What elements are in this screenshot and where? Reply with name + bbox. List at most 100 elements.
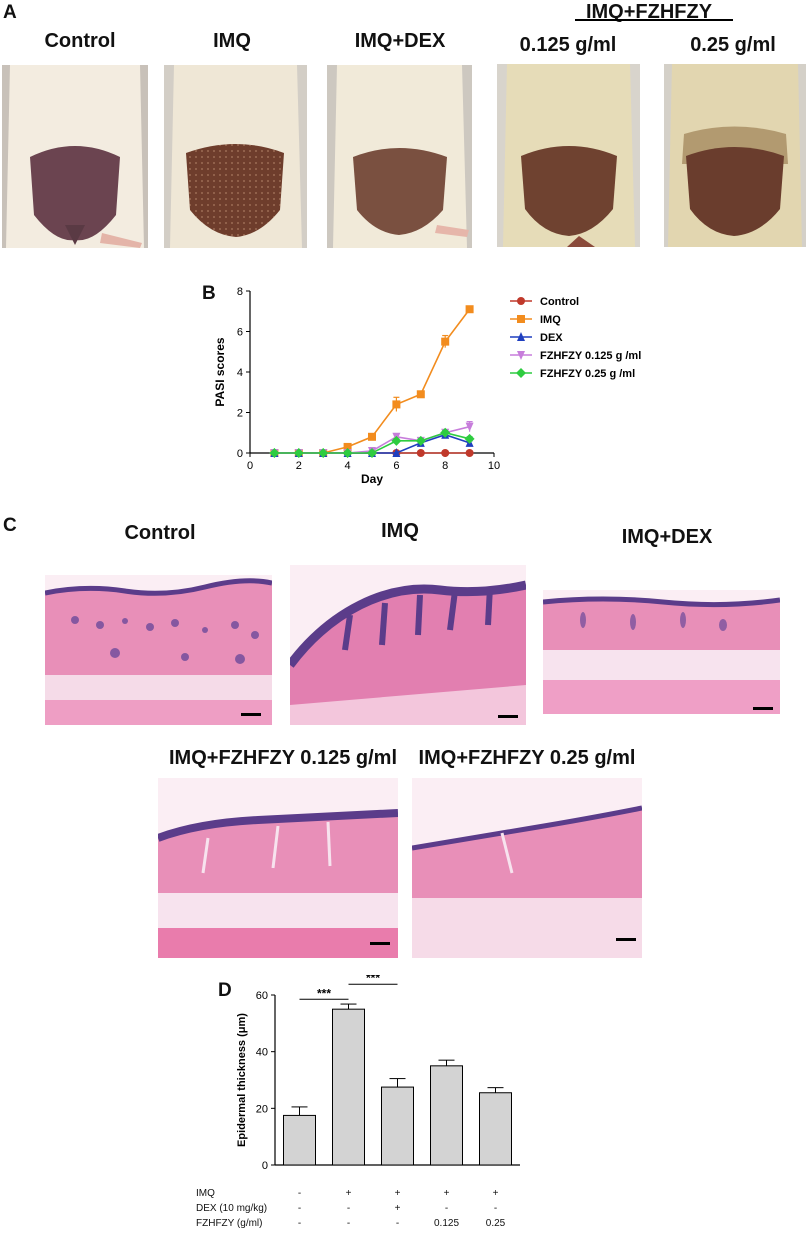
legend-marker	[517, 351, 525, 360]
photo-title-fzhfzy-0125: 0.125 g/ml	[519, 34, 617, 56]
bar	[479, 1092, 512, 1166]
x-tick-label: 0	[247, 460, 253, 472]
treatment-cell: +	[345, 1188, 352, 1199]
x-tick-label: 6	[393, 460, 399, 472]
y-tick-label: 2	[237, 408, 243, 420]
y-tick-label: 8	[237, 286, 243, 298]
data-point	[416, 449, 425, 457]
treatment-cell: 0.25	[485, 1218, 506, 1229]
panel-b-letter: B	[202, 283, 216, 304]
series-4	[269, 427, 475, 458]
histo-title-imq-dex: IMQ+DEX	[621, 526, 713, 548]
histo-imq	[290, 565, 526, 725]
photo-imq	[164, 65, 307, 248]
treatment-cell: +	[492, 1188, 499, 1199]
histo-fzhfzy-025	[412, 778, 642, 958]
data-point	[343, 442, 352, 451]
data-point	[465, 422, 474, 432]
legend-label: Control	[540, 296, 579, 308]
x-tick-label: 2	[296, 460, 302, 472]
photo-title-control: Control	[44, 30, 116, 52]
legend-marker	[517, 315, 525, 323]
treatment-cell: +	[394, 1203, 401, 1214]
y-tick-label: 4	[237, 367, 243, 379]
photo-title-imq: IMQ	[213, 30, 251, 52]
y-tick-label: 20	[256, 1103, 268, 1115]
y-tick-label: 40	[256, 1047, 268, 1059]
legend-label: FZHFZY 0.25 g /ml	[540, 368, 635, 380]
histo-title-control: Control	[124, 522, 196, 544]
treatment-cell: -	[346, 1218, 351, 1229]
y-tick-label: 0	[237, 448, 243, 460]
panel-c-letter: C	[3, 515, 17, 536]
histo-title-fzhfzy-0125: IMQ+FZHFZY 0.125 g/ml	[168, 747, 398, 769]
histo-title-imq: IMQ	[381, 520, 419, 542]
x-tick-label: 4	[345, 460, 351, 472]
treatment-label-imq: IMQ	[196, 1188, 215, 1199]
legend-item: FZHFZY 0.125 g /ml	[510, 350, 641, 362]
y-tick-label: 6	[237, 327, 243, 339]
treatment-cell: -	[444, 1203, 449, 1214]
series-line	[274, 308, 471, 454]
legend-label: IMQ	[540, 314, 561, 326]
data-point	[415, 435, 426, 446]
legend-item: DEX	[510, 332, 563, 344]
bar	[430, 1065, 463, 1166]
treatment-label-fzhfzy: FZHFZY (g/ml)	[196, 1218, 263, 1229]
histo-imq-dex	[543, 590, 780, 714]
legend-item: FZHFZY 0.25 g /ml	[510, 368, 635, 380]
data-point	[368, 432, 376, 441]
x-tick-label: 10	[488, 460, 500, 472]
treatment-cell: -	[297, 1218, 302, 1229]
group-header-imq-fzhfzy: IMQ+FZHFZY	[585, 1, 713, 23]
photo-imq-dex	[327, 65, 472, 248]
treatment-cell: -	[493, 1203, 498, 1214]
legend-label: FZHFZY 0.125 g /ml	[540, 350, 641, 362]
x-tick-label: 8	[442, 460, 448, 472]
data-point	[440, 427, 451, 438]
data-point	[441, 449, 450, 457]
treatment-cell: -	[346, 1203, 351, 1214]
photo-fzhfzy-0125	[497, 64, 640, 247]
y-axis-label: Epidermal thickness (μm)	[236, 1013, 248, 1147]
data-point	[269, 448, 280, 458]
histo-control	[45, 575, 272, 725]
legend-marker	[517, 297, 525, 305]
data-point	[392, 448, 401, 457]
data-point	[293, 448, 304, 458]
histo-title-fzhfzy-025: IMQ+FZHFZY 0.25 g/ml	[418, 747, 636, 769]
photo-fzhfzy-025	[664, 64, 806, 247]
legend-item: Control	[510, 296, 579, 308]
legend-item: IMQ	[510, 314, 561, 326]
histo-fzhfzy-0125	[158, 778, 398, 958]
y-tick-label: 0	[262, 1160, 268, 1172]
significance-label: ***	[366, 975, 380, 985]
data-point	[342, 448, 353, 458]
photo-title-imq-dex: IMQ+DEX	[354, 30, 446, 52]
treatment-cell: -	[395, 1218, 400, 1229]
significance-label: ***	[317, 986, 331, 1000]
legend-label: DEX	[540, 332, 563, 344]
photo-control	[2, 65, 148, 248]
y-axis-label: PASI scores	[213, 337, 227, 406]
panel-d-letter: D	[218, 980, 232, 1001]
treatment-cell: +	[394, 1188, 401, 1199]
treatment-cell: -	[297, 1203, 302, 1214]
data-point	[465, 449, 474, 457]
bar	[283, 1114, 316, 1166]
bar	[332, 1008, 365, 1166]
data-point	[416, 390, 425, 399]
data-point	[367, 448, 377, 458]
pasi-line-chart: 0 2 4 6 8 0 2 4 6 8 10 Control IMQ DEX FZHFZY 0.125 g…	[213, 286, 641, 486]
treatment-cell: -	[297, 1188, 302, 1199]
treatment-cell: +	[443, 1188, 450, 1199]
data-point	[391, 435, 402, 446]
treatment-label-dex: DEX (10 mg/kg)	[196, 1203, 268, 1214]
y-tick-label: 60	[256, 990, 268, 1002]
data-point	[465, 305, 474, 314]
data-point	[464, 433, 475, 444]
data-point	[392, 400, 401, 409]
group-header-underline	[575, 19, 733, 21]
x-axis-label: Day	[361, 472, 383, 486]
legend-marker	[516, 368, 526, 378]
